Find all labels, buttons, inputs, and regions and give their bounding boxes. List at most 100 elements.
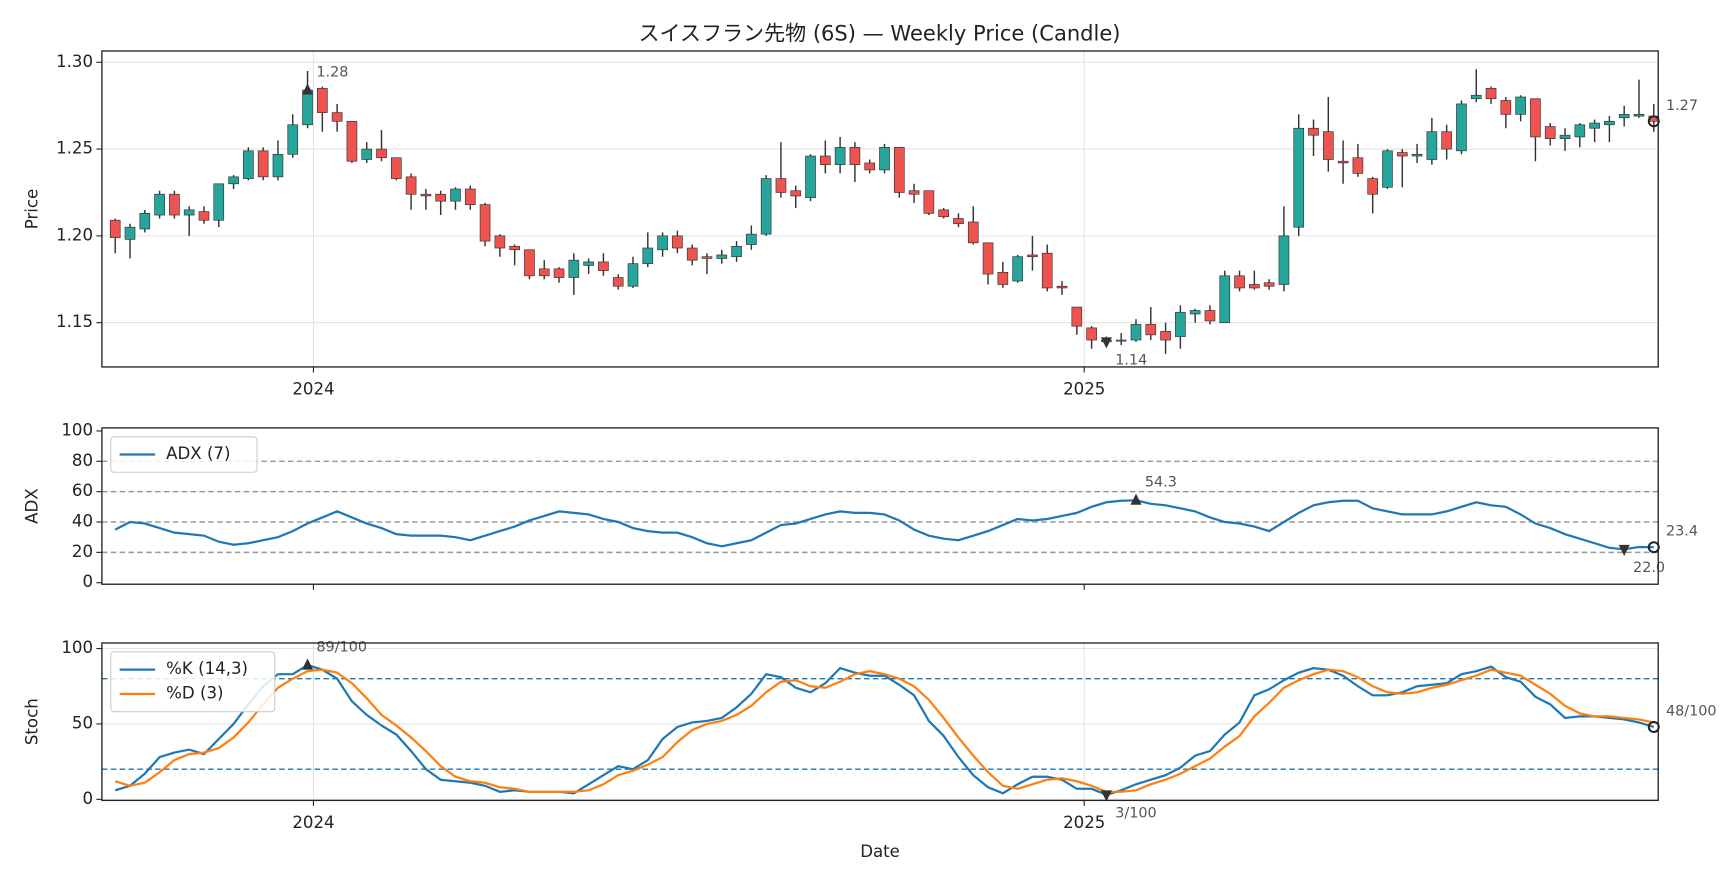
candle-body bbox=[494, 235, 506, 249]
candle-body bbox=[1115, 339, 1127, 342]
candle-body bbox=[701, 256, 713, 259]
candle-body bbox=[331, 112, 343, 122]
y-tick-label: 20 bbox=[72, 542, 93, 561]
candle-body bbox=[746, 233, 757, 245]
candle-body bbox=[1604, 120, 1615, 126]
candle-body bbox=[376, 148, 387, 159]
candle-body bbox=[1322, 131, 1334, 160]
x-tick-label: 2024 bbox=[292, 380, 334, 399]
candle-body bbox=[1530, 98, 1541, 138]
candle-body bbox=[1544, 126, 1556, 139]
candle-body bbox=[1589, 122, 1600, 129]
annotation-label: 48/100 bbox=[1666, 703, 1717, 719]
annotation-label: 23.4 bbox=[1666, 524, 1698, 540]
annotation-label: 1.27 bbox=[1666, 98, 1698, 114]
candle-body bbox=[1382, 150, 1393, 188]
legend-box bbox=[110, 436, 258, 473]
candle-body bbox=[893, 147, 905, 193]
candle-body bbox=[272, 153, 284, 178]
candle-body bbox=[1574, 124, 1586, 138]
plot-frame bbox=[101, 427, 1659, 585]
y-tick-label: 1.15 bbox=[56, 312, 93, 331]
candle-body bbox=[583, 261, 594, 266]
candle-body bbox=[213, 183, 225, 221]
candle-body bbox=[997, 271, 1009, 285]
y-tick-label: 0 bbox=[82, 789, 93, 808]
candle-body bbox=[1189, 310, 1201, 315]
candle-body bbox=[938, 209, 949, 218]
series-line bbox=[114, 668, 1654, 793]
candle-body bbox=[1027, 254, 1038, 258]
annotation-label: 22.0 bbox=[1633, 560, 1665, 576]
series-line bbox=[114, 499, 1654, 551]
candle-body bbox=[864, 162, 876, 171]
candle-body bbox=[479, 204, 491, 242]
candle-body bbox=[361, 148, 373, 160]
candle-body bbox=[450, 188, 461, 202]
annotation-marker bbox=[1618, 544, 1630, 556]
chart-title: スイスフラン先物 (6S) — Weekly Price (Candle) bbox=[638, 20, 1120, 45]
candle-body bbox=[169, 193, 180, 216]
y-tick-label: 0 bbox=[82, 572, 93, 591]
candle-body bbox=[627, 263, 639, 287]
candle-body bbox=[657, 235, 668, 251]
y-tick-label: 40 bbox=[72, 511, 93, 530]
candle-body bbox=[124, 226, 136, 240]
candle-body bbox=[612, 277, 624, 287]
legend-label: %K (14,3) bbox=[166, 659, 248, 678]
y-axis-label: Stoch bbox=[23, 698, 42, 745]
candle-body bbox=[1337, 160, 1349, 164]
candle-body bbox=[1515, 96, 1526, 115]
candle-body bbox=[464, 188, 476, 205]
candle-body bbox=[849, 147, 861, 166]
candle-body bbox=[390, 157, 402, 179]
candle-body bbox=[1219, 275, 1231, 324]
candle-body bbox=[1012, 256, 1023, 282]
candle-body bbox=[1456, 103, 1467, 152]
y-tick-label: 100 bbox=[61, 420, 93, 439]
candle-body bbox=[1263, 282, 1275, 287]
candle-body bbox=[317, 87, 328, 113]
candle-body bbox=[1130, 324, 1142, 341]
candle-body bbox=[420, 193, 432, 197]
candle-body bbox=[509, 245, 520, 251]
legend-label: ADX (7) bbox=[166, 444, 230, 463]
candle-body bbox=[346, 120, 358, 162]
candle-body bbox=[923, 190, 935, 214]
candle-body bbox=[1086, 327, 1097, 341]
candle-body bbox=[1056, 285, 1068, 289]
candle-body bbox=[1175, 311, 1186, 337]
candle-body bbox=[1249, 284, 1260, 289]
candle-body bbox=[1234, 275, 1245, 289]
candle-body bbox=[1411, 153, 1423, 157]
annotation-marker bbox=[1130, 493, 1142, 505]
candle-body bbox=[1441, 131, 1452, 150]
candle-body bbox=[1485, 87, 1497, 100]
candle-body bbox=[1160, 331, 1171, 341]
legend-box bbox=[110, 651, 276, 713]
candle-body bbox=[139, 212, 151, 230]
candle-body bbox=[1278, 235, 1290, 285]
candle-body bbox=[1308, 127, 1319, 136]
x-tick-label: 2024 bbox=[292, 813, 334, 832]
candle-body bbox=[1633, 114, 1645, 117]
candle-body bbox=[1396, 152, 1408, 157]
y-tick-label: 1.20 bbox=[56, 225, 93, 244]
series-line bbox=[114, 663, 1655, 796]
candle-body bbox=[524, 249, 535, 277]
y-tick-label: 100 bbox=[61, 638, 93, 657]
candle-body bbox=[642, 247, 654, 264]
plot-frame bbox=[101, 642, 1659, 802]
y-tick-label: 80 bbox=[72, 451, 93, 470]
candle-body bbox=[716, 254, 728, 259]
y-tick-label: 50 bbox=[72, 713, 93, 732]
annotation-label: 54.3 bbox=[1145, 475, 1177, 491]
legend-label: %D (3) bbox=[166, 683, 223, 702]
candle-body bbox=[154, 193, 165, 216]
annotation-marker bbox=[302, 83, 314, 95]
candle-body bbox=[553, 268, 565, 278]
y-tick-label: 1.30 bbox=[56, 52, 93, 71]
candle-body bbox=[967, 221, 979, 244]
candle-body bbox=[820, 155, 831, 166]
